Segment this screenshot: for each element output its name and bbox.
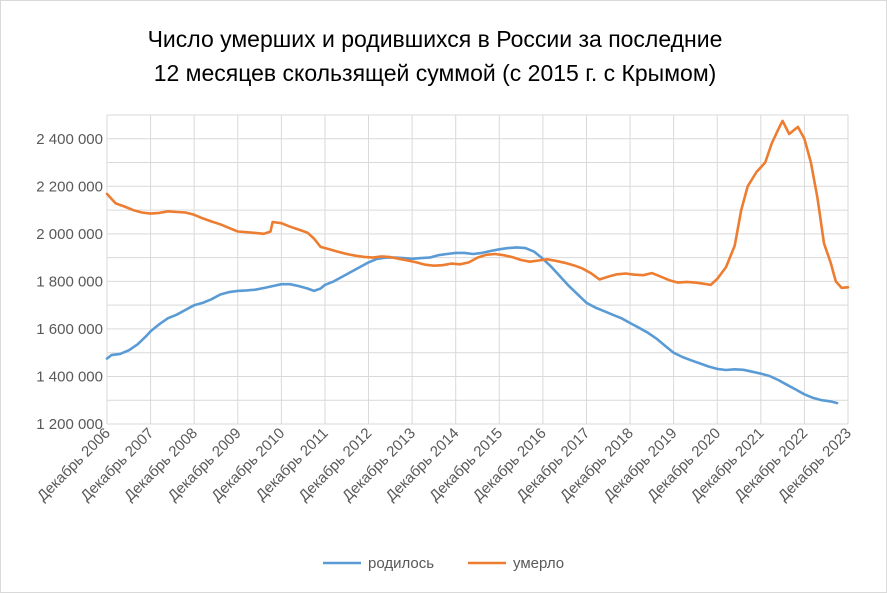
y-tick-label: 1 800 000 <box>36 273 103 290</box>
x-tick-label: Декабрь 2006 <box>34 425 114 505</box>
y-tick-label: 1 400 000 <box>36 368 103 385</box>
chart-title-line-2: 12 месяцев скользящей суммой (с 2015 г. … <box>153 60 717 86</box>
y-tick-label: 2 000 000 <box>36 226 103 243</box>
y-tick-label: 2 400 000 <box>36 131 103 148</box>
series-line-deaths <box>105 119 850 290</box>
legend-label-deaths: умерло <box>513 555 564 572</box>
series-lines <box>105 119 850 405</box>
gridlines <box>106 114 849 425</box>
series-line-births <box>105 246 839 405</box>
y-axis-ticks: 1 200 000 1 400 000 1 600 000 1 800 000 2 00… <box>36 131 103 433</box>
chart-title-line-1: Число умерших и родившихся в России за п… <box>147 26 723 52</box>
y-tick-label: 1 200 000 <box>36 416 103 433</box>
legend-label-births: родилось <box>368 555 434 572</box>
y-tick-label: 2 200 000 <box>36 178 103 195</box>
y-tick-label: 1 600 000 <box>36 321 103 338</box>
chart-title: Число умерших и родившихся в России за п… <box>40 22 830 90</box>
legend: родилось умерло <box>323 555 564 572</box>
